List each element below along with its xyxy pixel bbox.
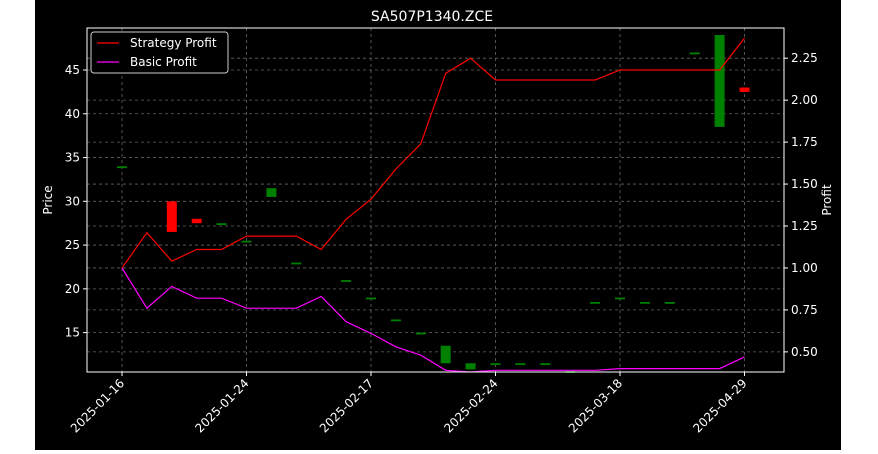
candle: [216, 223, 227, 225]
right-tick-label: 0.75: [791, 303, 818, 317]
x-tick-label: 2025-01-24: [192, 376, 251, 435]
left-tick-label: 30: [65, 194, 80, 208]
x-tick-label: 2025-04-29: [690, 376, 749, 435]
candle: [739, 87, 750, 92]
candle: [291, 262, 302, 265]
candle: [266, 188, 277, 197]
left-tick-label: 40: [65, 107, 80, 121]
grid-lines: [87, 28, 784, 372]
candle: [390, 319, 401, 322]
candle: [366, 297, 376, 300]
right-tick-label: 1.25: [791, 219, 818, 233]
right-tick-label: 2.00: [791, 93, 818, 107]
right-tick-label: 1.75: [791, 135, 818, 149]
candle: [664, 301, 675, 304]
right-axis-label: Profit: [820, 184, 834, 216]
candle: [615, 297, 625, 300]
candle: [241, 240, 252, 243]
candle: [341, 280, 352, 282]
candle: [689, 52, 700, 55]
left-tick-label: 20: [65, 282, 80, 296]
legend-label-strategy: Strategy Profit: [130, 36, 217, 50]
right-tick-label: 1.50: [791, 177, 818, 191]
right-axis: 0.50 0.75 1.00 1.25 1.50 1.75 2.00 2.25: [784, 51, 818, 359]
candle: [440, 345, 451, 364]
x-tick-label: 2025-03-18: [566, 376, 625, 435]
left-tick-label: 35: [65, 151, 80, 165]
chart-svg: SA507P1340.ZCE 15 20 25 30 35 40 45 0.50 0.75 1.…: [41, 9, 834, 435]
left-tick-label: 45: [65, 63, 80, 77]
candle: [515, 363, 526, 366]
candles-group: [117, 35, 750, 373]
left-axis: 15 20 25 30 35 40 45: [65, 63, 87, 340]
right-tick-label: 0.50: [791, 345, 818, 359]
legend-label-basic: Basic Profit: [130, 55, 197, 69]
left-axis-label: Price: [41, 185, 55, 214]
legend: Strategy Profit Basic Profit: [90, 31, 229, 74]
left-tick-label: 15: [65, 326, 80, 340]
legend-box: [90, 31, 229, 74]
candle: [639, 301, 650, 304]
x-tick-label: 2025-01-16: [68, 376, 127, 435]
candle: [415, 332, 426, 335]
candle: [117, 166, 127, 169]
chart-title: SA507P1340.ZCE: [371, 9, 493, 25]
strategy-profit-line: [121, 37, 745, 269]
basic-profit-line: [121, 267, 745, 373]
profit-lines: [121, 37, 745, 373]
candle: [166, 201, 177, 232]
plot-frame: [86, 27, 785, 373]
x-tick-label: 2025-02-24: [441, 376, 500, 435]
left-tick-label: 25: [65, 238, 80, 252]
x-axis: 2025-01-16 2025-01-24 2025-02-17 2025-02-24…: [68, 372, 750, 435]
candle: [540, 363, 551, 366]
right-tick-label: 1.00: [791, 261, 818, 275]
candle: [590, 301, 601, 304]
x-tick-label: 2025-02-17: [317, 376, 376, 435]
figure: SA507P1340.ZCE 15 20 25 30 35 40 45 0.50 0.75 1.…: [35, 0, 841, 450]
candle: [191, 218, 202, 224]
candle: [714, 35, 725, 127]
candle: [465, 363, 476, 370]
right-tick-label: 2.25: [791, 51, 818, 65]
candle: [490, 363, 501, 366]
